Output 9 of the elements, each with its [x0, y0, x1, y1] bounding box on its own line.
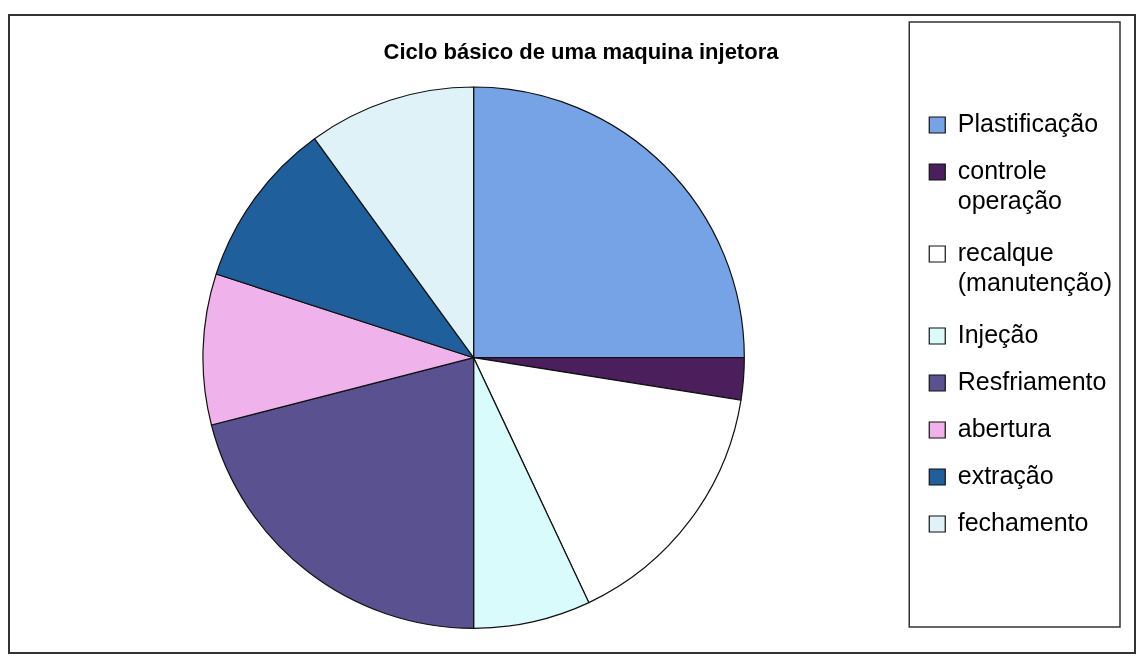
legend-label: recalque (manutenção): [957, 237, 1112, 296]
legend-label: fechamento: [957, 507, 1089, 536]
text: Ciclo básico de uma maquina injetora: [383, 39, 780, 65]
legend-label: extração: [957, 460, 1054, 489]
legend-label: controle operação: [957, 155, 1062, 214]
legend-label: Injeção: [957, 319, 1039, 348]
legend-label: Plastificação: [957, 108, 1099, 137]
legend-label: abertura: [957, 413, 1051, 442]
legend-label: Resfriamento: [957, 366, 1107, 395]
